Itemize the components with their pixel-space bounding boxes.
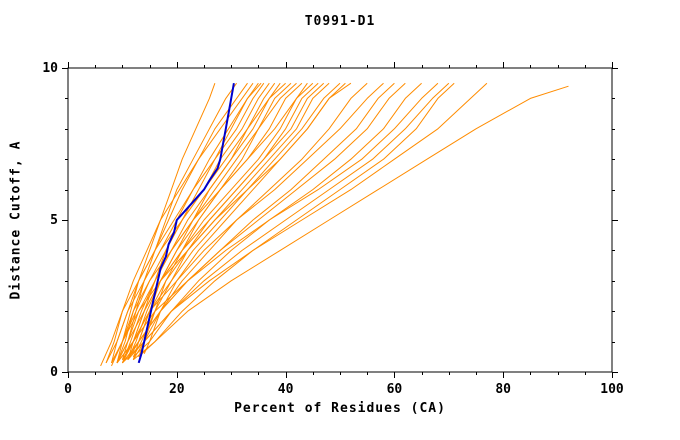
model-curve: [116, 82, 325, 364]
model-curve: [132, 85, 569, 361]
model-curve: [121, 82, 281, 364]
model-curve: [122, 82, 488, 364]
x-tick-label: 0: [64, 382, 72, 397]
model-curve: [105, 82, 286, 364]
model-curve: [127, 82, 303, 361]
x-tick-label: 80: [495, 382, 511, 397]
model-curve: [100, 82, 262, 367]
x-axis-label: Percent of Residues (CA): [234, 401, 446, 416]
model-curve: [143, 82, 346, 355]
model-curve: [122, 82, 406, 364]
model-curve: [116, 82, 384, 364]
x-tick-label: 40: [278, 382, 294, 397]
model-curve: [132, 82, 276, 360]
y-tick-label: 0: [50, 365, 58, 380]
x-tick-label: 60: [387, 382, 403, 397]
model-curve: [138, 82, 455, 358]
x-tick-label: 100: [600, 382, 624, 397]
model-curve: [111, 82, 308, 364]
x-tick-label: 20: [169, 382, 185, 397]
model-curve: [121, 82, 314, 361]
highlighted-model-curve: [137, 83, 235, 364]
chart-title: T0991-D1: [304, 14, 376, 29]
y-tick-label: 5: [50, 213, 58, 228]
y-tick-label: 10: [42, 61, 58, 76]
